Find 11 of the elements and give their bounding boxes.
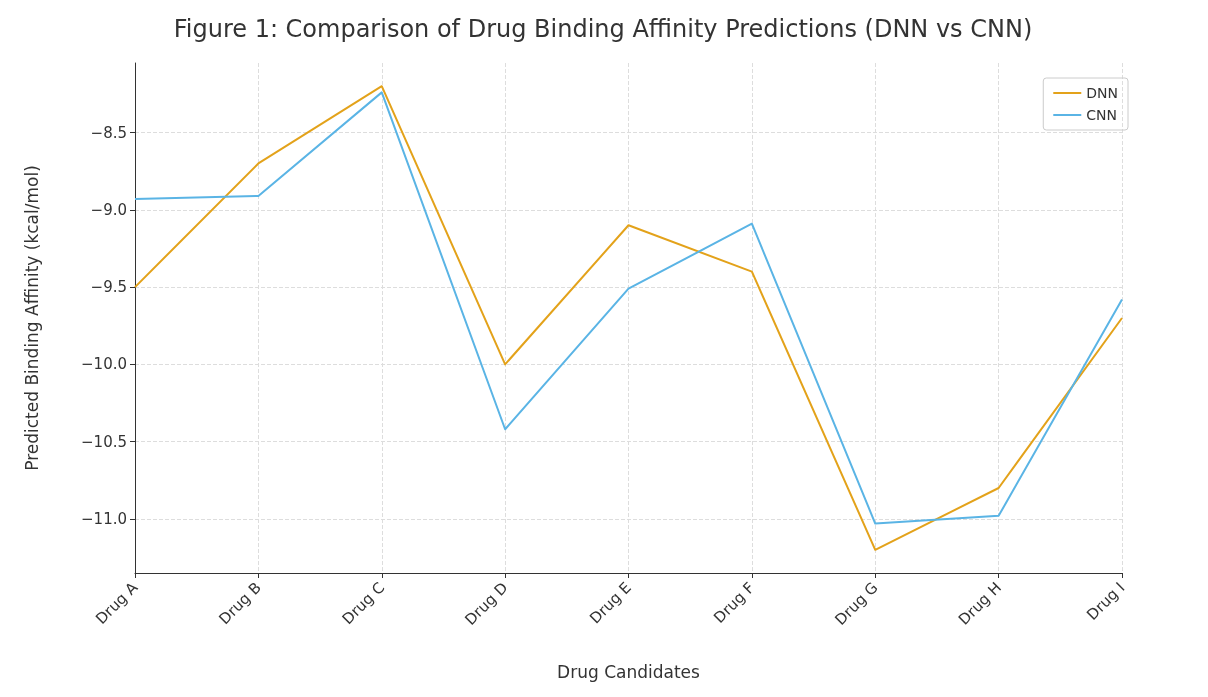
legend-label: CNN — [1086, 107, 1118, 123]
y-tick-label: −8.5 — [90, 123, 127, 142]
legend-label: DNN — [1086, 85, 1119, 101]
y-axis-title: Predicted Binding Affinity (kcal/mol) — [21, 165, 42, 471]
chart-title: Figure 1: Comparison of Drug Binding Affinity Predictions (DNN vs CNN) — [173, 15, 1033, 43]
y-tick-label: −10.5 — [81, 432, 127, 451]
y-tick-label: −9.5 — [90, 278, 127, 297]
x-axis-title: Drug Candidates — [557, 661, 701, 682]
y-tick-label: −11.0 — [81, 509, 127, 528]
y-tick-label: −9.0 — [90, 200, 127, 219]
y-tick-label: −10.0 — [81, 355, 127, 374]
